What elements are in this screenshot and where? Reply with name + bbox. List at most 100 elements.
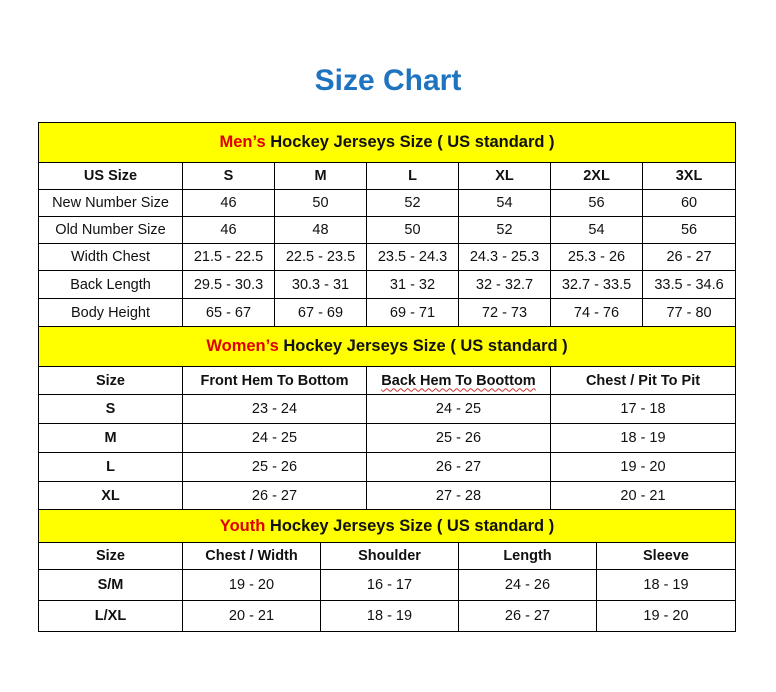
table-cell: 26 - 27 (458, 600, 597, 632)
column-header-label: XL (495, 168, 514, 184)
column-header-label: Chest / Pit To Pit (585, 372, 701, 389)
column-header-label: Sleeve (643, 548, 689, 564)
table-cell: 22.5 - 23.5 (274, 243, 367, 271)
womens-size-table: Women’s Hockey Jerseys Size ( US standar… (37, 326, 737, 510)
table-cell: 48 (274, 216, 367, 244)
page-title: Size Chart (314, 64, 462, 97)
section-heading-text: Hockey Jerseys Size ( US standard ) (265, 133, 555, 151)
column-header-label: M (314, 168, 327, 184)
table-cell: 32 - 32.7 (458, 270, 551, 299)
row-label: M (38, 423, 183, 453)
table-cell: 27 - 28 (366, 481, 551, 510)
row-label: Body Height (38, 298, 183, 327)
table-cell: 54 (458, 189, 551, 217)
table-cell: 20 - 21 (549, 481, 737, 510)
column-header-label: Back Hem To Boottom (381, 372, 536, 389)
table-cell: 52 (366, 189, 459, 217)
table-row: S/M 19 - 20 16 - 17 24 - 26 18 - 19 (38, 569, 737, 601)
column-header: Chest / Width (182, 542, 321, 570)
column-header-label: Shoulder (358, 548, 421, 564)
column-header: 3XL (641, 162, 737, 190)
table-cell: 52 (458, 216, 551, 244)
column-header-label: L (408, 168, 417, 184)
table-cell: 56 (550, 189, 643, 217)
column-header: M (274, 162, 367, 190)
table-cell: 65 - 67 (182, 298, 275, 327)
table-row: Body Height 65 - 67 67 - 69 69 - 71 72 - 73 7… (38, 298, 737, 327)
row-label: XL (38, 481, 183, 510)
table-row: L/XL 20 - 21 18 - 19 26 - 27 19 - 20 (38, 600, 737, 632)
row-label: L/XL (38, 600, 183, 632)
column-header-label: S (223, 168, 234, 184)
column-header-label: 3XL (675, 168, 703, 184)
column-header: US Size (38, 162, 183, 190)
table-cell: 21.5 - 22.5 (182, 243, 275, 271)
table-cell: 18 - 19 (320, 600, 459, 632)
table-cell: 77 - 80 (641, 298, 737, 327)
table-cell: 29.5 - 30.3 (182, 270, 275, 299)
table-cell: 50 (274, 189, 367, 217)
column-header-label: US Size (83, 168, 138, 184)
row-label: Back Length (38, 270, 183, 299)
column-header-label: Length (503, 548, 552, 564)
womens-section-heading: Women’s Hockey Jerseys Size ( US standar… (37, 326, 737, 367)
table-cell: 25 - 26 (182, 452, 367, 482)
table-cell: 26 - 27 (182, 481, 367, 510)
table-cell: 67 - 69 (274, 298, 367, 327)
table-cell: 17 - 18 (549, 394, 737, 424)
column-header-row: Size Chest / Width Shoulder Length Sleeve (38, 542, 737, 570)
table-cell: 25.3 - 26 (550, 243, 643, 271)
table-cell: 32.7 - 33.5 (550, 270, 643, 299)
table-row: XL 26 - 27 27 - 28 20 - 21 (38, 481, 737, 510)
column-header: Shoulder (320, 542, 459, 570)
table-cell: 26 - 27 (366, 452, 551, 482)
youth-section-heading: Youth Hockey Jerseys Size ( US standard … (37, 509, 737, 543)
row-label: New Number Size (38, 189, 183, 217)
table-cell: 16 - 17 (320, 569, 459, 601)
table-cell: 69 - 71 (366, 298, 459, 327)
row-label: Old Number Size (38, 216, 183, 244)
table-row: Back Length 29.5 - 30.3 30.3 - 31 31 - 32 32… (38, 270, 737, 299)
table-cell: 31 - 32 (366, 270, 459, 299)
table-cell: 24 - 26 (458, 569, 597, 601)
youth-size-table: Youth Hockey Jerseys Size ( US standard … (37, 509, 737, 632)
table-cell: 46 (182, 216, 275, 244)
table-cell: 19 - 20 (549, 452, 737, 482)
table-row: S 23 - 24 24 - 25 17 - 18 (38, 394, 737, 424)
table-cell: 74 - 76 (550, 298, 643, 327)
column-header: L (366, 162, 459, 190)
table-cell: 18 - 19 (549, 423, 737, 453)
table-cell: 24 - 25 (366, 394, 551, 424)
column-header: Size (38, 366, 183, 395)
column-header: Back Hem To Boottom (366, 366, 551, 395)
section-heading-text: Hockey Jerseys Size ( US standard ) (265, 516, 555, 535)
table-cell: 19 - 20 (182, 569, 321, 601)
table-row: L 25 - 26 26 - 27 19 - 20 (38, 452, 737, 482)
section-heading-accent: Women’s (206, 337, 279, 355)
column-header-label: Size (95, 372, 125, 389)
table-cell: 54 (550, 216, 643, 244)
column-header: Size (38, 542, 183, 570)
column-header: Sleeve (595, 542, 737, 570)
column-header: 2XL (550, 162, 643, 190)
column-header: S (182, 162, 275, 190)
section-heading-accent: Youth (219, 516, 266, 535)
table-row: M 24 - 25 25 - 26 18 - 19 (38, 423, 737, 453)
table-cell: 25 - 26 (366, 423, 551, 453)
table-cell: 24 - 25 (182, 423, 367, 453)
table-cell: 20 - 21 (182, 600, 321, 632)
table-cell: 30.3 - 31 (274, 270, 367, 299)
row-label: Width Chest (38, 243, 183, 271)
column-header-row: Size Front Hem To Bottom Back Hem To Boott… (38, 366, 737, 395)
table-cell: 23.5 - 24.3 (366, 243, 459, 271)
table-cell: 33.5 - 34.6 (641, 270, 737, 299)
table-row: Old Number Size 46 48 50 52 54 56 (38, 216, 737, 244)
section-heading-accent: Men’s (219, 133, 266, 151)
table-row: Width Chest 21.5 - 22.5 22.5 - 23.5 23.5 - … (38, 243, 737, 271)
table-cell: 60 (641, 189, 737, 217)
table-row: New Number Size 46 50 52 54 56 60 (38, 189, 737, 217)
column-header: XL (458, 162, 551, 190)
table-cell: 24.3 - 25.3 (458, 243, 551, 271)
column-header-label: Front Hem To Bottom (200, 372, 349, 389)
table-cell: 23 - 24 (182, 394, 367, 424)
